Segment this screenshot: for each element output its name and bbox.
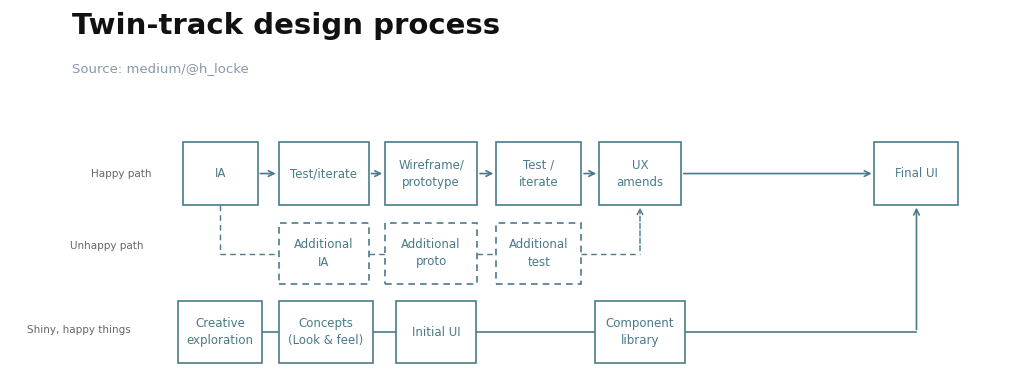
Text: Test /
iterate: Test / iterate: [519, 159, 558, 188]
Bar: [497, 223, 582, 284]
Bar: [385, 142, 477, 205]
Bar: [595, 301, 685, 363]
Text: Initial UI: Initial UI: [412, 326, 461, 339]
Bar: [279, 301, 373, 363]
Text: Happy path: Happy path: [91, 168, 152, 179]
Text: Concepts
(Look & feel): Concepts (Look & feel): [288, 317, 364, 347]
Text: Twin-track design process: Twin-track design process: [72, 12, 500, 40]
Bar: [385, 223, 477, 284]
Text: IA: IA: [214, 167, 226, 180]
Text: UX
amends: UX amends: [616, 159, 664, 188]
Text: Test/iterate: Test/iterate: [290, 167, 357, 180]
Bar: [497, 142, 582, 205]
Text: Final UI: Final UI: [895, 167, 938, 180]
Text: Shiny, happy things: Shiny, happy things: [28, 324, 131, 335]
Bar: [279, 223, 369, 284]
Bar: [874, 142, 958, 205]
Text: Component
library: Component library: [606, 317, 674, 347]
Text: Source: medium/@h_locke: Source: medium/@h_locke: [72, 62, 249, 75]
Bar: [279, 142, 369, 205]
Bar: [396, 301, 476, 363]
Bar: [178, 301, 262, 363]
Text: Additional
IA: Additional IA: [294, 239, 353, 268]
Text: Unhappy path: Unhappy path: [70, 241, 143, 251]
Text: Additional
test: Additional test: [509, 239, 568, 268]
Bar: [599, 142, 681, 205]
Text: Creative
exploration: Creative exploration: [186, 317, 254, 347]
Text: Additional
proto: Additional proto: [401, 239, 461, 268]
Bar: [182, 142, 258, 205]
Text: Wireframe/
prototype: Wireframe/ prototype: [398, 159, 464, 188]
